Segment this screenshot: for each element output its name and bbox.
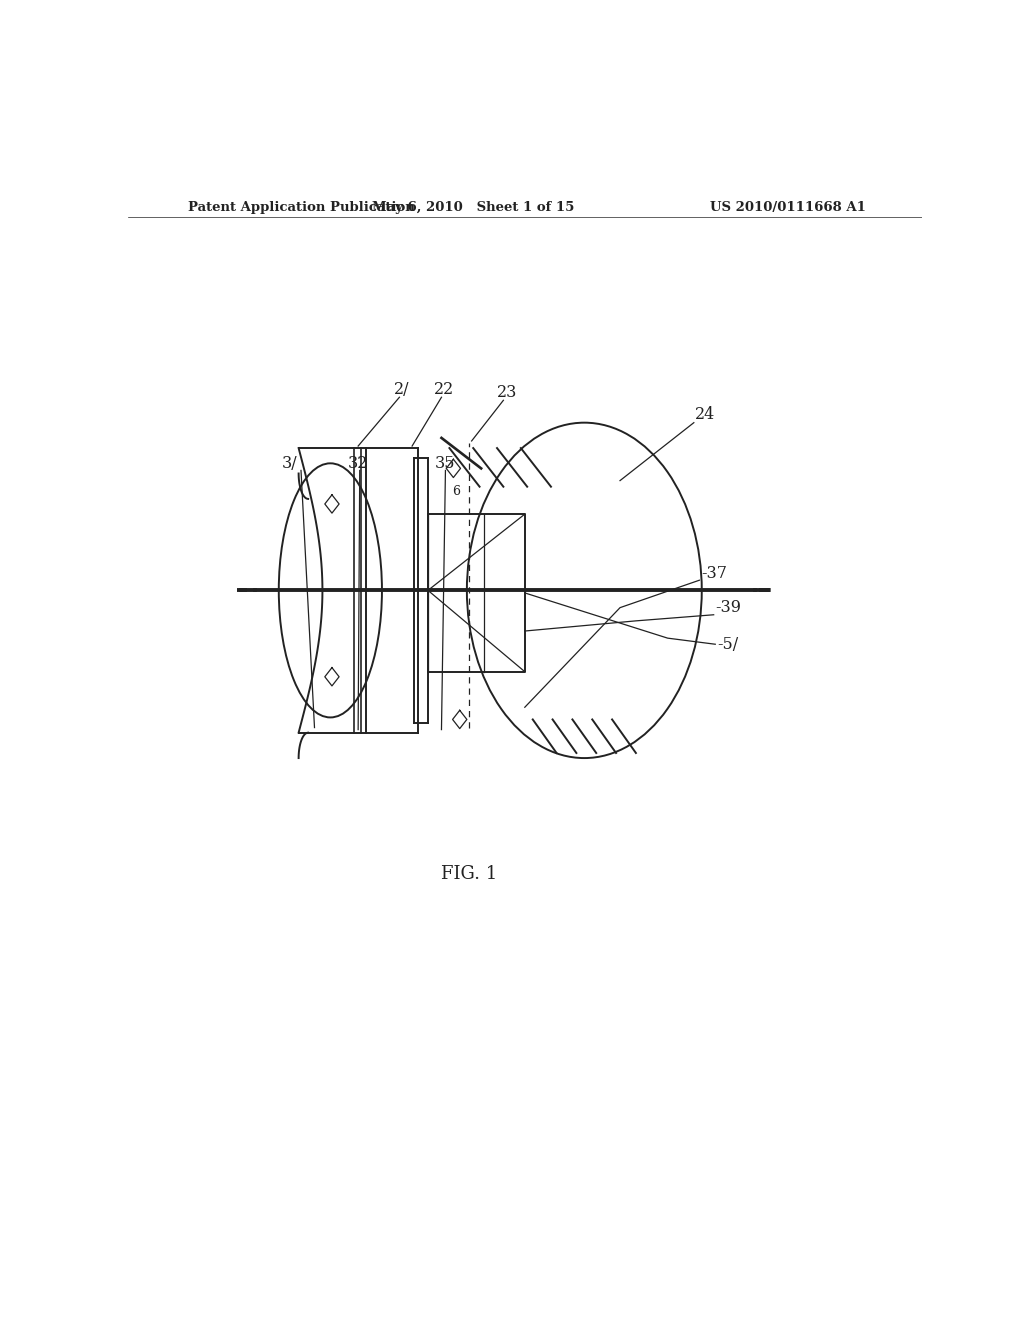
- Text: US 2010/0111668 A1: US 2010/0111668 A1: [711, 201, 866, 214]
- Text: May 6, 2010   Sheet 1 of 15: May 6, 2010 Sheet 1 of 15: [372, 201, 574, 214]
- Text: -37: -37: [701, 565, 727, 582]
- Text: FIG. 1: FIG. 1: [441, 865, 498, 883]
- Text: 3/: 3/: [282, 455, 298, 471]
- Text: 23: 23: [498, 384, 517, 401]
- Text: -39: -39: [715, 599, 741, 616]
- Text: 6: 6: [452, 486, 460, 498]
- Text: 32: 32: [348, 455, 369, 471]
- Text: Patent Application Publication: Patent Application Publication: [187, 201, 415, 214]
- Text: 24: 24: [695, 407, 716, 422]
- Text: -5/: -5/: [717, 636, 738, 652]
- Text: 35: 35: [435, 455, 456, 471]
- Text: 22: 22: [434, 380, 454, 397]
- Text: 2/: 2/: [394, 380, 410, 397]
